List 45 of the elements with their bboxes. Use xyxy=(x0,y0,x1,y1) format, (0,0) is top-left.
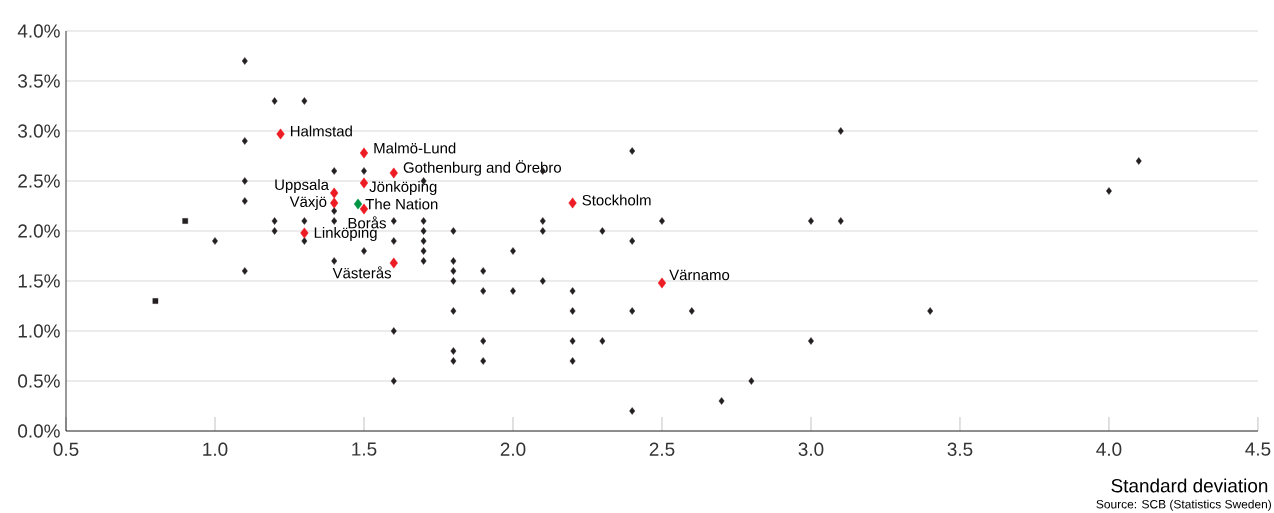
x-tick-label: 1.5 xyxy=(352,442,377,456)
point xyxy=(152,298,159,304)
y-tick-label: 2.5% xyxy=(18,174,60,188)
point xyxy=(389,167,398,179)
annotation: Malmö-Lund xyxy=(374,142,456,154)
y-tick-label: 3.0% xyxy=(18,124,60,138)
point xyxy=(276,128,285,140)
point xyxy=(568,197,577,209)
point xyxy=(359,147,369,159)
y-tick-label: 4.0% xyxy=(17,24,60,38)
x-tick-label: 0.5 xyxy=(53,442,79,456)
annotation: Stockholm xyxy=(582,194,651,206)
annotation: The Nation xyxy=(365,198,438,210)
x-tick-label: 3.0 xyxy=(798,442,824,456)
y-tick-label: 0.0% xyxy=(18,424,60,438)
point xyxy=(182,218,188,224)
source-note: Source: SCB (Statistics Sweden) xyxy=(1096,499,1271,511)
annotation: Borås xyxy=(348,216,386,229)
point xyxy=(330,187,339,199)
x-tick-label: 1.0 xyxy=(203,442,228,456)
annotation: Växjö xyxy=(289,196,327,210)
point xyxy=(657,277,667,289)
annotation: Halmstad xyxy=(290,125,352,137)
point xyxy=(353,198,363,210)
x-tick-label: 3.5 xyxy=(947,442,973,456)
point xyxy=(330,197,339,209)
y-tick-label: 3.5% xyxy=(18,74,60,88)
x-axis-title: Standard deviation xyxy=(1111,478,1268,493)
point xyxy=(359,177,369,189)
x-tick-label: 2.5 xyxy=(649,442,675,456)
y-tick-label: 1.5% xyxy=(18,274,60,288)
x-tick-label: 4.0 xyxy=(1096,442,1122,456)
annotation: Värnamo xyxy=(669,269,730,281)
x-tick-label: 4.5 xyxy=(1245,442,1271,456)
annotation: Linköping xyxy=(314,227,377,241)
y-tick-label: 1.0% xyxy=(18,324,60,338)
x-tick-label: 2.0 xyxy=(500,442,526,456)
annotation: Västerås xyxy=(332,266,392,279)
point xyxy=(389,257,398,269)
y-tick-label: 0.5% xyxy=(18,374,60,388)
point xyxy=(300,227,309,239)
annotation: Uppsala xyxy=(275,179,329,193)
annotation: Jönköping xyxy=(369,181,437,195)
y-tick-label: 2.0% xyxy=(18,224,60,238)
annotation: Gothenburg and Örebro xyxy=(403,160,562,176)
